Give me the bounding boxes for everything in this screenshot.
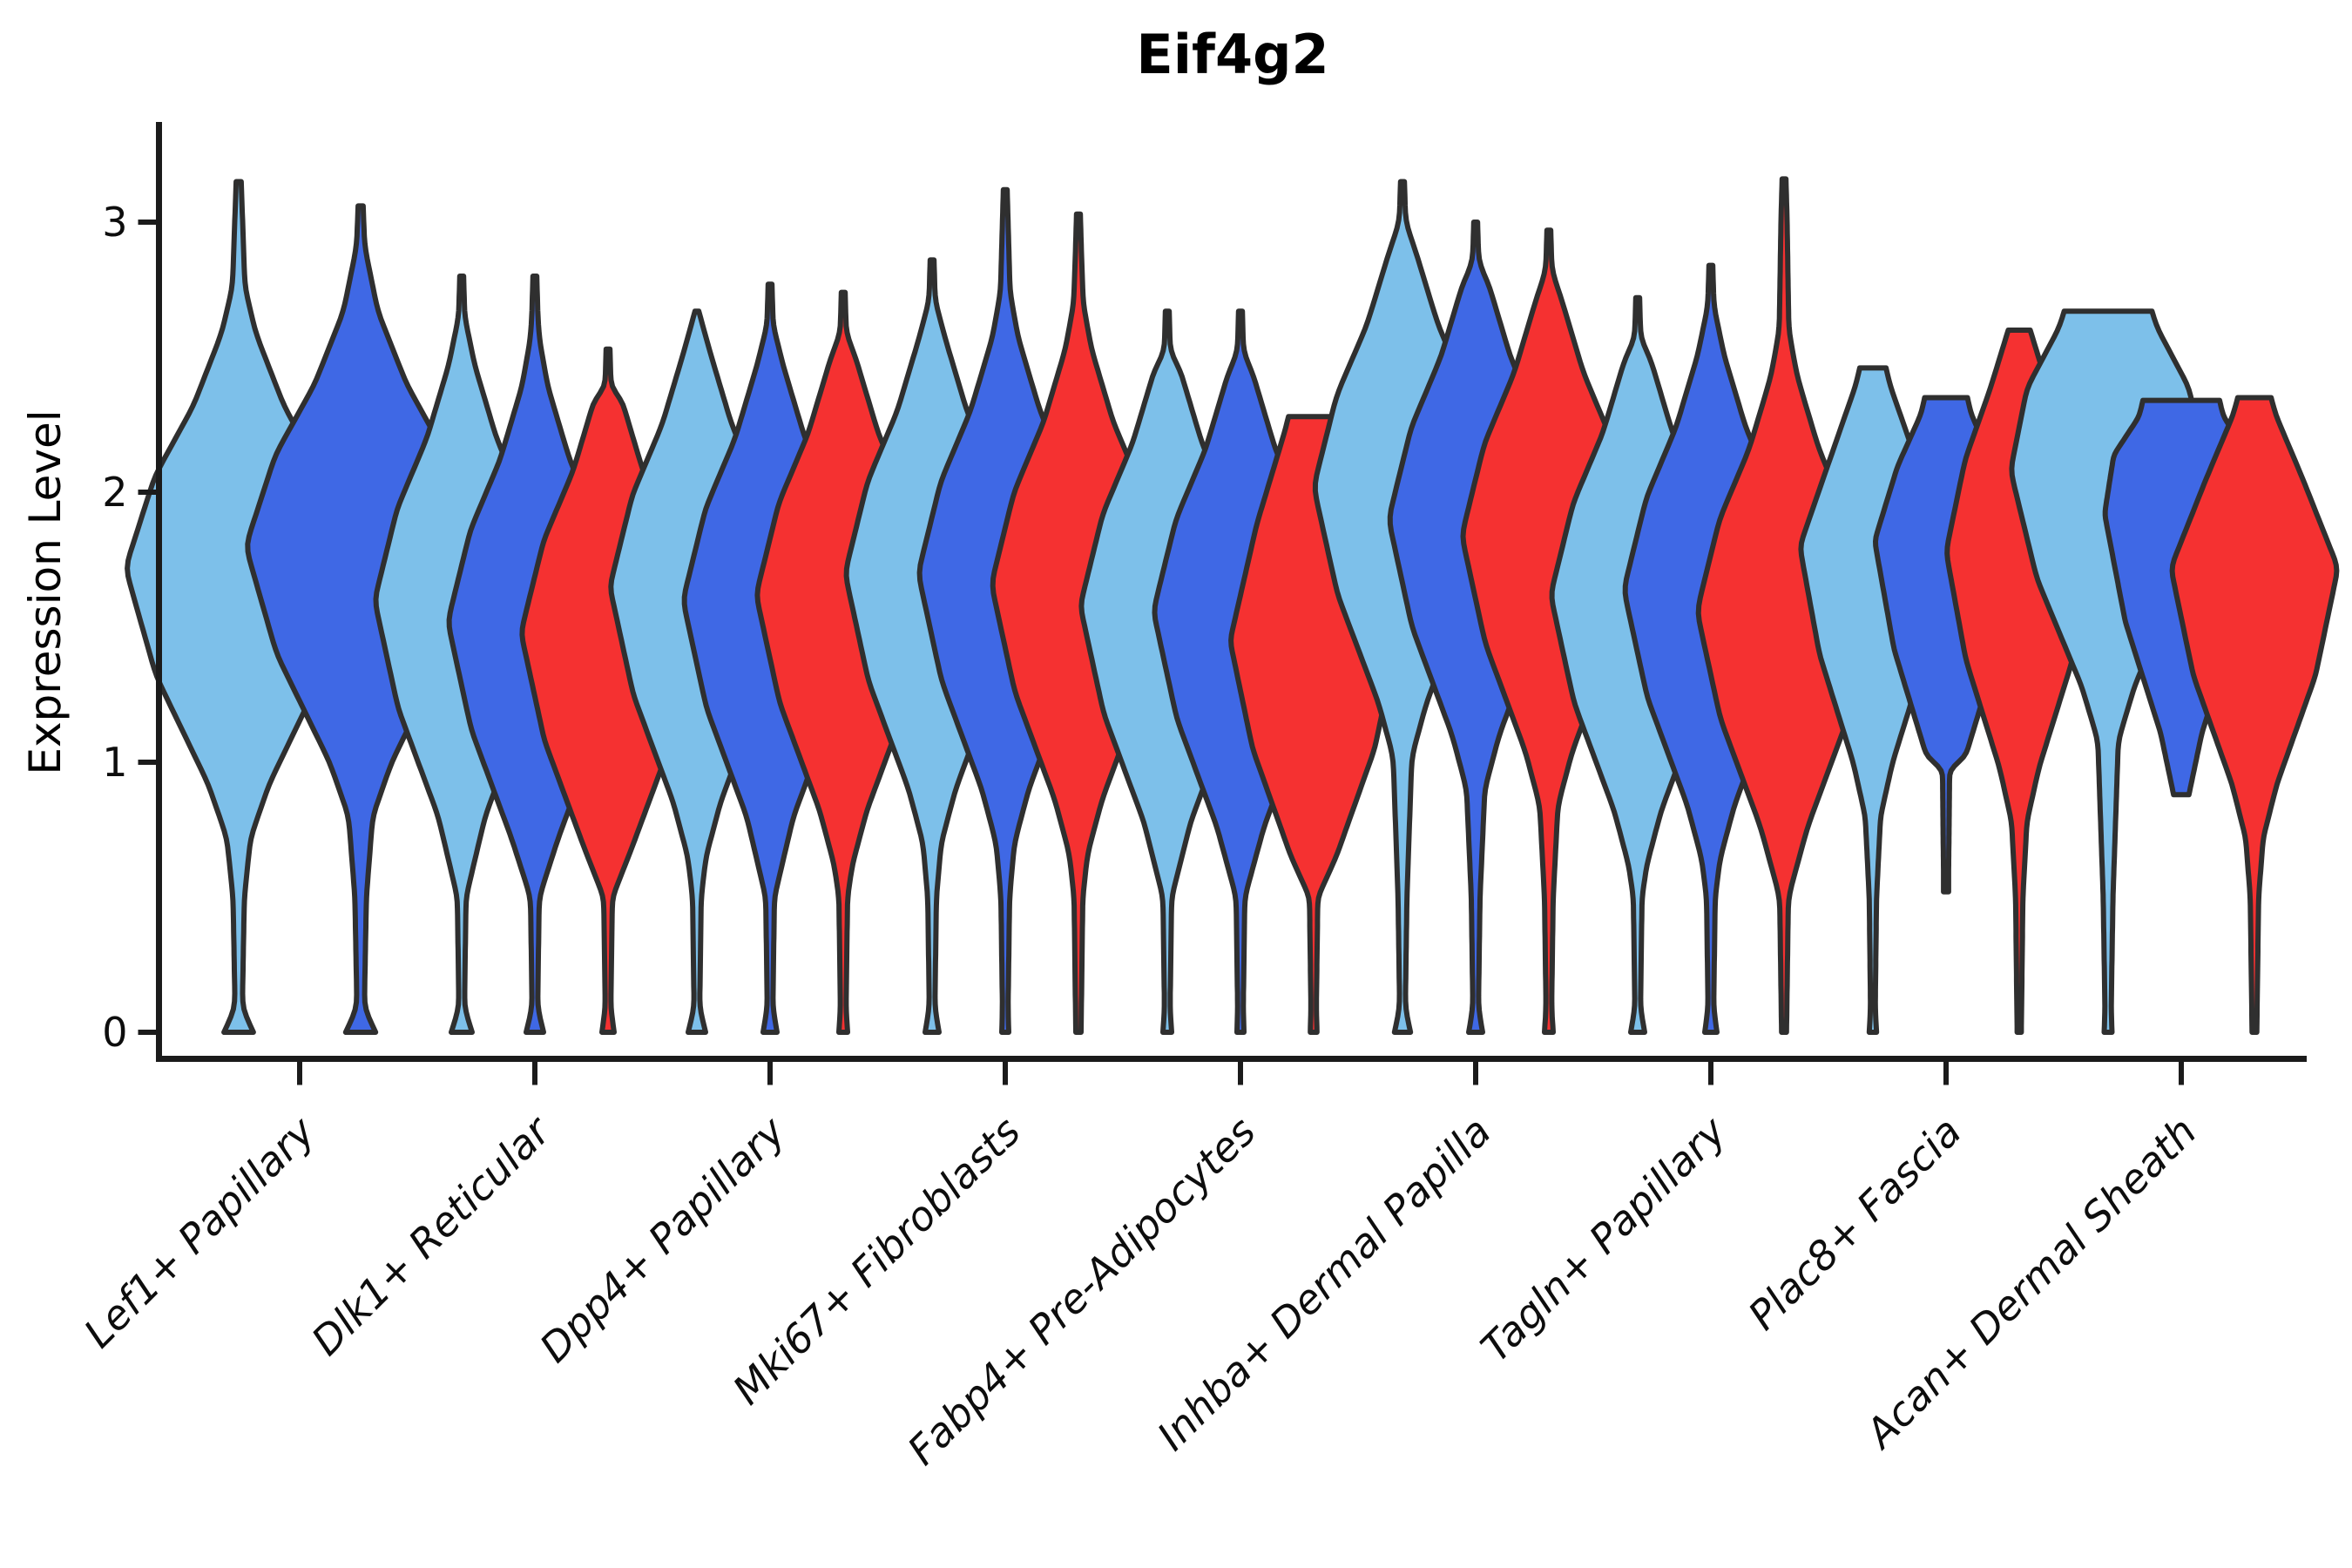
x-tick-label-dpp4-papillary: Dpp4+ Papillary bbox=[531, 1107, 794, 1371]
axes-layer bbox=[138, 122, 2307, 1085]
violin-lef1-papillary-royal_blue bbox=[245, 203, 476, 1035]
violin-inhba-dermal-papilla-red bbox=[1460, 227, 1638, 1035]
y-tick-label-0: 0 bbox=[102, 1009, 127, 1056]
y-tick-label-3: 3 bbox=[102, 199, 127, 246]
x-tick-label-tagln-papillary: Tagln+ Papillary bbox=[1471, 1107, 1735, 1371]
violins-layer bbox=[125, 176, 2340, 1035]
x-tick-label-plac8-fascia: Plac8+ Fascia bbox=[1739, 1108, 1970, 1339]
violin-lef1-papillary-light_blue bbox=[125, 179, 353, 1035]
violin-tagln-papillary-red bbox=[1695, 176, 1873, 1035]
violin-acan-dermal-sheath-red bbox=[2169, 395, 2340, 1035]
x-tick-label-dlk1-reticular: Dlk1+ Reticular bbox=[302, 1105, 561, 1364]
y-tick-label-2: 2 bbox=[102, 469, 127, 516]
x-tick-label-lef1-papillary: Lef1+ Papillary bbox=[75, 1107, 324, 1356]
y-tick-label-1: 1 bbox=[102, 739, 127, 786]
chart-title: Eif4g2 bbox=[1136, 23, 1329, 86]
